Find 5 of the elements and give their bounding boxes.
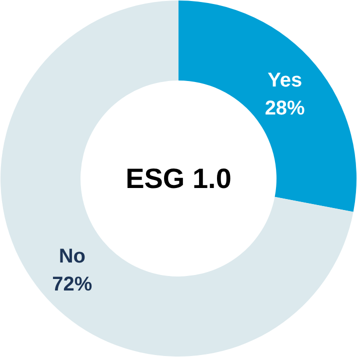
- data-label: 72%: [52, 273, 92, 296]
- slice-label: No: [58, 245, 86, 268]
- slice-label: Yes: [268, 70, 302, 92]
- text: ESG 1.0: [126, 163, 232, 194]
- data-label: 28%: [264, 98, 306, 120]
